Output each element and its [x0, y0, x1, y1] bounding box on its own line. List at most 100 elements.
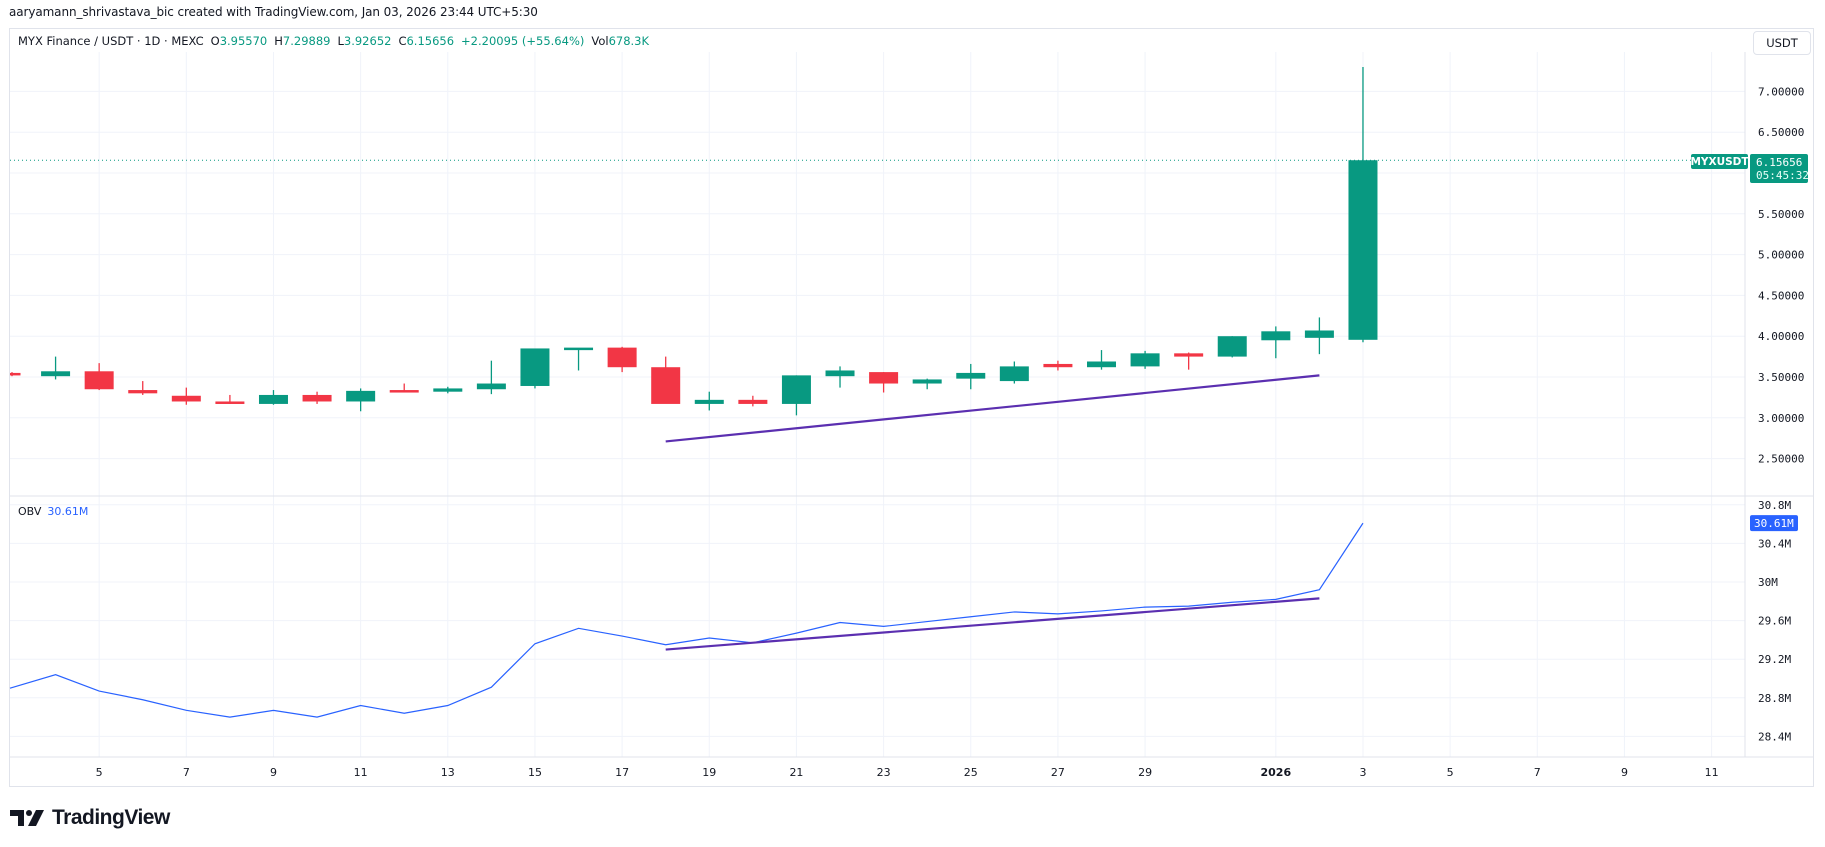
- candle[interactable]: [781, 375, 811, 416]
- obv-axis-label: 28.4M: [1758, 730, 1791, 743]
- obv-axis-label: 30.8M: [1758, 499, 1791, 512]
- time-axis-label: 3: [1359, 766, 1366, 779]
- volume-label: Vol: [591, 34, 609, 48]
- time-axis-label: 27: [1051, 766, 1065, 779]
- time-axis-label: 11: [1705, 766, 1719, 779]
- tradingview-wordmark: TradingView: [52, 806, 170, 829]
- candle[interactable]: [84, 363, 114, 391]
- obv-axis-label: 30M: [1758, 576, 1778, 589]
- price-axis-label: 4.50000: [1758, 289, 1804, 302]
- chart-frame: [9, 28, 1814, 787]
- time-axis-label: 7: [183, 766, 190, 779]
- time-axis-label: 19: [702, 766, 716, 779]
- close-label: C: [398, 34, 407, 48]
- price-axis-label: 7.00000: [1758, 85, 1804, 98]
- time-axis-label: 25: [964, 766, 978, 779]
- bar-countdown: 05:45:32: [1756, 169, 1809, 182]
- obv-legend-name: OBV: [18, 505, 42, 518]
- obv-trendline[interactable]: [665, 597, 1320, 651]
- time-axis-label: 2026: [1261, 766, 1292, 779]
- currency-button[interactable]: USDT: [1753, 31, 1811, 55]
- time-axis-label: 15: [528, 766, 542, 779]
- price-axis-label: 3.00000: [1758, 412, 1804, 425]
- obv-line[interactable]: [9, 522, 1364, 718]
- candle[interactable]: [1304, 317, 1334, 355]
- volume-value: 678.3K: [608, 34, 650, 48]
- candle[interactable]: [869, 372, 899, 393]
- open-value: 3.95570: [219, 34, 268, 48]
- price-trendline[interactable]: [665, 374, 1320, 443]
- candle[interactable]: [433, 386, 463, 394]
- candle[interactable]: [825, 366, 855, 388]
- high-label: H: [274, 34, 283, 48]
- time-axis-label: 29: [1138, 766, 1152, 779]
- candle[interactable]: [520, 348, 550, 389]
- candle[interactable]: [1174, 352, 1204, 370]
- candle[interactable]: [1087, 350, 1116, 370]
- candle[interactable]: [346, 388, 376, 412]
- candle[interactable]: [1130, 350, 1160, 369]
- time-axis-label: 17: [615, 766, 629, 779]
- candle[interactable]: [476, 360, 506, 395]
- price-axis-label: 5.50000: [1758, 208, 1804, 221]
- candle[interactable]: [215, 394, 245, 404]
- obv-axis-label: 30.4M: [1758, 537, 1791, 550]
- obv-axis-label: 29.2M: [1758, 653, 1791, 666]
- price-axis-label: 6.50000: [1758, 126, 1804, 139]
- candle[interactable]: [607, 346, 637, 373]
- open-label: O: [210, 34, 220, 48]
- low-value: 3.92652: [343, 34, 392, 48]
- price-axis-label: 3.50000: [1758, 371, 1804, 384]
- time-axis-label: 23: [877, 766, 891, 779]
- last-price-value: 6.15656: [1756, 156, 1802, 169]
- candle[interactable]: [956, 363, 986, 390]
- candle[interactable]: [302, 391, 332, 404]
- obv-axis-label: 28.8M: [1758, 692, 1791, 705]
- candle[interactable]: [41, 356, 71, 380]
- time-axis-label: 5: [1447, 766, 1454, 779]
- candle[interactable]: [564, 347, 594, 371]
- obv-value-tag: 30.61M: [1750, 515, 1798, 532]
- time-axis-label: 13: [441, 766, 455, 779]
- price-axis-label: 5.00000: [1758, 249, 1804, 262]
- time-axis-label: 9: [270, 766, 277, 779]
- time-axis-label: 7: [1534, 766, 1541, 779]
- attribution-text: aaryamann_shrivastava_bic created with T…: [9, 5, 538, 19]
- candle[interactable]: [694, 391, 724, 411]
- candle[interactable]: [999, 361, 1029, 384]
- candle[interactable]: [738, 395, 768, 407]
- candle[interactable]: [651, 356, 681, 404]
- obv-axis-label: 29.6M: [1758, 615, 1791, 628]
- candle[interactable]: [389, 383, 419, 393]
- price-axis-label: 2.50000: [1758, 453, 1804, 466]
- close-value: 6.15656: [406, 34, 455, 48]
- candle[interactable]: [10, 372, 21, 377]
- time-axis-label: 11: [354, 766, 368, 779]
- candle[interactable]: [1261, 326, 1291, 359]
- low-label: L: [337, 34, 344, 48]
- obv-legend[interactable]: OBV 30.61M: [18, 505, 88, 518]
- price-axis-label: 4.00000: [1758, 330, 1804, 343]
- tradingview-logo: TradingView: [10, 806, 170, 830]
- obv-legend-value: 30.61M: [47, 505, 89, 518]
- time-axis-label: 9: [1621, 766, 1628, 779]
- candle[interactable]: [1217, 336, 1247, 358]
- change-value: +2.20095 (+55.64%): [461, 34, 585, 48]
- symbol-name[interactable]: MYX Finance / USDT · 1D · MEXC: [18, 34, 204, 48]
- tradingview-logo-icon: [10, 810, 44, 826]
- symbol-legend: MYX Finance / USDT · 1D · MEXC O 3.95570 …: [18, 34, 649, 48]
- candle[interactable]: [912, 378, 942, 390]
- candle[interactable]: [1348, 67, 1378, 343]
- svg-text:MYXUSDT: MYXUSDT: [1690, 156, 1749, 168]
- candle[interactable]: [258, 390, 288, 405]
- time-axis-label: 5: [96, 766, 103, 779]
- candle[interactable]: [171, 387, 201, 405]
- candle[interactable]: [128, 381, 158, 395]
- svg-text:30.61M: 30.61M: [1754, 517, 1794, 530]
- time-axis-label: 21: [789, 766, 803, 779]
- high-value: 7.29889: [282, 34, 331, 48]
- candle[interactable]: [1043, 360, 1073, 371]
- symbol-price-tag: MYXUSDT: [1690, 154, 1749, 169]
